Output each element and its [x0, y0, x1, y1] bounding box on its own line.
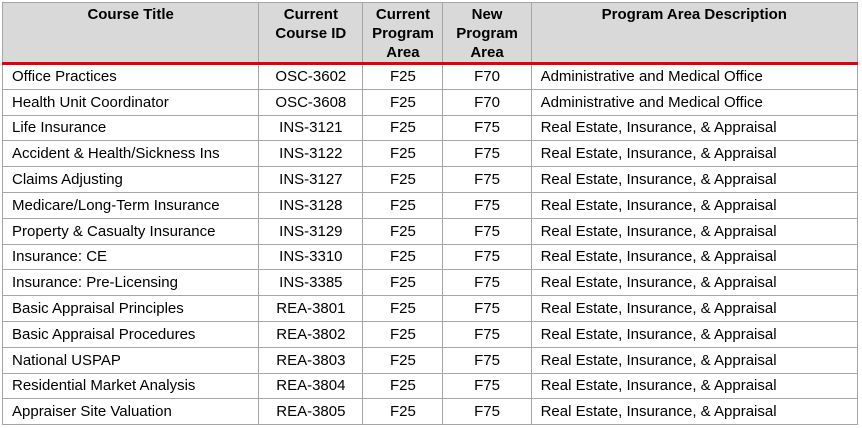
cell-program-area-description: Real Estate, Insurance, & Appraisal: [530, 191, 859, 219]
table-header: Course Title Current Course ID Current P…: [1, 2, 859, 64]
cell-current-program-area: F25: [362, 166, 444, 193]
cell-current-program-area: F25: [362, 372, 444, 400]
cell-current-course-id: INS-3310: [258, 243, 364, 271]
cell-course-title: Appraiser Site Valuation: [1, 398, 260, 426]
cell-course-title: National USPAP: [1, 346, 260, 374]
cell-new-program-area: F75: [442, 320, 532, 348]
cell-new-program-area: F75: [442, 398, 532, 426]
cell-program-area-description: Real Estate, Insurance, & Appraisal: [530, 320, 859, 348]
cell-new-program-area: F70: [442, 63, 532, 90]
header-course-title: Course Title: [1, 2, 260, 64]
cell-course-title: Medicare/Long-Term Insurance: [1, 191, 260, 219]
header-current-course-id: Current Course ID: [258, 2, 364, 64]
cell-program-area-description: Real Estate, Insurance, & Appraisal: [530, 166, 859, 193]
cell-new-program-area: F75: [442, 346, 532, 374]
cell-new-program-area: F75: [442, 243, 532, 271]
header-program-area-description: Program Area Description: [530, 2, 859, 64]
cell-new-program-area: F75: [442, 114, 532, 142]
table-body: Office Practices OSC-3602 F25 F70 Administra…: [1, 63, 859, 426]
cell-program-area-description: Real Estate, Insurance, & Appraisal: [530, 295, 859, 322]
cell-current-course-id: OSC-3602: [258, 63, 364, 90]
cell-program-area-description: Administrative and Medical Office: [530, 88, 859, 116]
cell-new-program-area: F70: [442, 88, 532, 116]
cell-course-title: Property & Casualty Insurance: [1, 217, 260, 245]
cell-current-course-id: REA-3801: [258, 295, 364, 322]
cell-current-program-area: F25: [362, 398, 444, 426]
cell-course-title: Office Practices: [1, 63, 260, 90]
cell-new-program-area: F75: [442, 166, 532, 193]
cell-current-program-area: F25: [362, 140, 444, 168]
cell-program-area-description: Administrative and Medical Office: [530, 63, 859, 90]
table-row: Insurance: CE INS-3310 F25 F75 Real Estate, …: [1, 243, 859, 271]
cell-current-course-id: REA-3802: [258, 320, 364, 348]
cell-new-program-area: F75: [442, 191, 532, 219]
cell-course-title: Basic Appraisal Procedures: [1, 320, 260, 348]
cell-new-program-area: F75: [442, 295, 532, 322]
cell-course-title: Claims Adjusting: [1, 166, 260, 193]
cell-current-program-area: F25: [362, 269, 444, 297]
cell-current-program-area: F25: [362, 217, 444, 245]
cell-current-program-area: F25: [362, 88, 444, 116]
cell-current-program-area: F25: [362, 114, 444, 142]
table-row: Basic Appraisal Procedures REA-3802 F25 F75…: [1, 320, 859, 348]
cell-new-program-area: F75: [442, 217, 532, 245]
cell-current-program-area: F25: [362, 63, 444, 90]
table-row: Insurance: Pre-Licensing INS-3385 F25 F75 Re…: [1, 269, 859, 297]
cell-current-program-area: F25: [362, 191, 444, 219]
cell-program-area-description: Real Estate, Insurance, & Appraisal: [530, 114, 859, 142]
table-row: Claims Adjusting INS-3127 F25 F75 Real Estat…: [1, 166, 859, 193]
cell-current-course-id: INS-3122: [258, 140, 364, 168]
cell-current-course-id: REA-3804: [258, 372, 364, 400]
cell-program-area-description: Real Estate, Insurance, & Appraisal: [530, 398, 859, 426]
cell-course-title: Health Unit Coordinator: [1, 88, 260, 116]
table-row: Appraiser Site Valuation REA-3805 F25 F75 Re…: [1, 398, 859, 426]
header-row: Course Title Current Course ID Current P…: [1, 2, 859, 64]
cell-new-program-area: F75: [442, 140, 532, 168]
cell-course-title: Basic Appraisal Principles: [1, 295, 260, 322]
table-row: Property & Casualty Insurance INS-3129 F25…: [1, 217, 859, 245]
cell-current-program-area: F25: [362, 346, 444, 374]
cell-current-course-id: REA-3803: [258, 346, 364, 374]
cell-current-program-area: F25: [362, 320, 444, 348]
cell-current-program-area: F25: [362, 243, 444, 271]
cell-program-area-description: Real Estate, Insurance, & Appraisal: [530, 346, 859, 374]
cell-current-course-id: INS-3385: [258, 269, 364, 297]
table-row: National USPAP REA-3803 F25 F75 Real Estate,…: [1, 346, 859, 374]
cell-program-area-description: Real Estate, Insurance, & Appraisal: [530, 217, 859, 245]
table-row: Life Insurance INS-3121 F25 F75 Real Estate,…: [1, 114, 859, 142]
cell-course-title: Insurance: Pre-Licensing: [1, 269, 260, 297]
header-current-program-area: Current Program Area: [362, 2, 444, 64]
cell-current-program-area: F25: [362, 295, 444, 322]
table-row: Office Practices OSC-3602 F25 F70 Administra…: [1, 63, 859, 90]
table-row: Basic Appraisal Principles REA-3801 F25 F75…: [1, 295, 859, 322]
cell-current-course-id: INS-3121: [258, 114, 364, 142]
table-row: Residential Market Analysis REA-3804 F25 F7…: [1, 372, 859, 400]
cell-course-title: Life Insurance: [1, 114, 260, 142]
header-new-program-area: New Program Area: [442, 2, 532, 64]
cell-new-program-area: F75: [442, 372, 532, 400]
cell-current-course-id: REA-3805: [258, 398, 364, 426]
cell-program-area-description: Real Estate, Insurance, & Appraisal: [530, 269, 859, 297]
table-row: Health Unit Coordinator OSC-3608 F25 F70 Adm…: [1, 88, 859, 116]
cell-course-title: Residential Market Analysis: [1, 372, 260, 400]
table-row: Accident & Health/Sickness Ins INS-3122 F2…: [1, 140, 859, 168]
cell-current-course-id: INS-3129: [258, 217, 364, 245]
cell-new-program-area: F75: [442, 269, 532, 297]
cell-program-area-description: Real Estate, Insurance, & Appraisal: [530, 140, 859, 168]
table-row: Medicare/Long-Term Insurance INS-3128 F25 F…: [1, 191, 859, 219]
cell-program-area-description: Real Estate, Insurance, & Appraisal: [530, 372, 859, 400]
cell-current-course-id: INS-3128: [258, 191, 364, 219]
cell-current-course-id: INS-3127: [258, 166, 364, 193]
cell-program-area-description: Real Estate, Insurance, & Appraisal: [530, 243, 859, 271]
cell-current-course-id: OSC-3608: [258, 88, 364, 116]
cell-course-title: Accident & Health/Sickness Ins: [1, 140, 260, 168]
cell-course-title: Insurance: CE: [1, 243, 260, 271]
